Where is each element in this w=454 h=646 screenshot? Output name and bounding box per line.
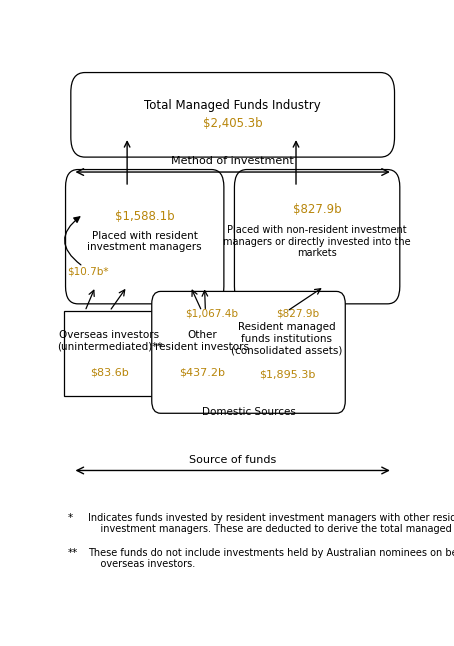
Text: Resident managed
funds institutions
(consolidated assets): Resident managed funds institutions (con…	[231, 322, 343, 355]
Text: $2,405.3b: $2,405.3b	[203, 118, 262, 130]
Text: Placed with resident
investment managers: Placed with resident investment managers	[88, 231, 202, 253]
Text: Other
resident investors: Other resident investors	[155, 330, 249, 352]
Text: $1,588.1b: $1,588.1b	[115, 211, 174, 224]
Text: $437.2b: $437.2b	[179, 368, 225, 377]
Text: *: *	[67, 513, 73, 523]
Text: $10.7b*: $10.7b*	[67, 267, 109, 276]
Text: Overseas investors
(unintermediated)**: Overseas investors (unintermediated)**	[57, 330, 162, 352]
Text: $1,895.3b: $1,895.3b	[259, 370, 315, 379]
FancyBboxPatch shape	[71, 72, 395, 157]
FancyBboxPatch shape	[234, 169, 400, 304]
FancyArrowPatch shape	[64, 217, 81, 265]
Text: $1,067.4b: $1,067.4b	[185, 309, 238, 318]
FancyBboxPatch shape	[152, 291, 345, 413]
FancyBboxPatch shape	[65, 169, 224, 304]
Text: **: **	[67, 548, 78, 557]
Text: Method of investment: Method of investment	[171, 156, 294, 166]
Text: Domestic Sources: Domestic Sources	[202, 407, 296, 417]
Bar	[164, 311, 240, 396]
Text: Placed with non-resident investment
managers or directly invested into the
marke: Placed with non-resident investment mana…	[223, 225, 411, 258]
Text: $827.9b: $827.9b	[293, 203, 341, 216]
Text: $83.6b: $83.6b	[90, 368, 129, 377]
Text: Total Managed Funds Industry: Total Managed Funds Industry	[144, 99, 321, 112]
Text: Source of funds: Source of funds	[189, 455, 276, 464]
Text: $827.9b: $827.9b	[276, 309, 319, 318]
Bar	[241, 311, 333, 396]
Bar	[64, 311, 155, 396]
Text: These funds do not include investments held by Australian nominees on behalf of
: These funds do not include investments h…	[89, 548, 454, 569]
Text: Indicates funds invested by resident investment managers with other resident
   : Indicates funds invested by resident inv…	[89, 513, 454, 534]
